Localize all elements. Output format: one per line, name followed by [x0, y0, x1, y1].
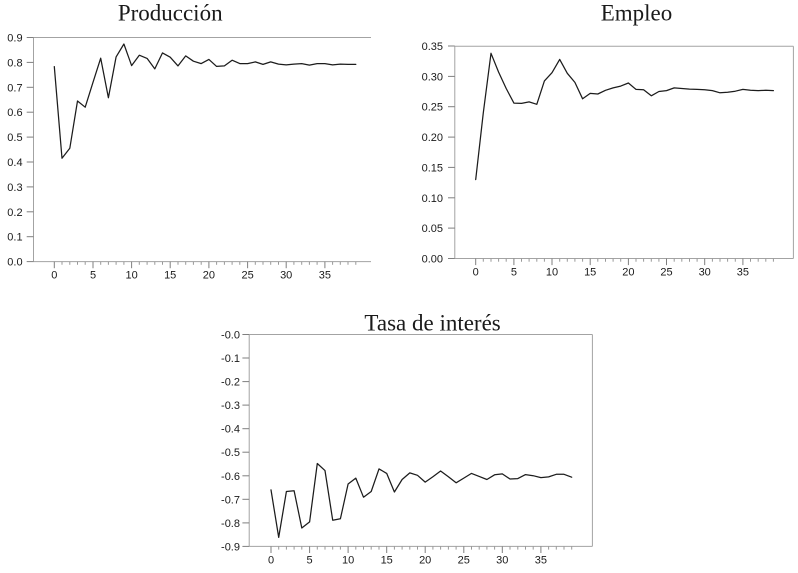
svg-text:Producción: Producción [118, 1, 223, 26]
svg-text:35: 35 [535, 554, 547, 566]
svg-text:-0.8: -0.8 [221, 518, 240, 530]
svg-text:0.30: 0.30 [422, 71, 443, 83]
svg-text:0.05: 0.05 [422, 223, 443, 235]
svg-text:-0.1: -0.1 [221, 353, 240, 365]
svg-text:10: 10 [125, 270, 137, 282]
svg-text:Empleo: Empleo [601, 1, 673, 26]
svg-text:0: 0 [268, 554, 274, 566]
svg-text:0.5: 0.5 [7, 132, 22, 144]
svg-text:0: 0 [473, 267, 479, 279]
svg-text:0: 0 [51, 270, 57, 282]
svg-text:0.9: 0.9 [7, 33, 22, 45]
svg-text:5: 5 [90, 270, 96, 282]
svg-text:-0.5: -0.5 [221, 447, 240, 459]
svg-text:35: 35 [319, 270, 331, 282]
svg-text:20: 20 [203, 270, 215, 282]
svg-text:0.3: 0.3 [7, 182, 22, 194]
svg-text:0.0: 0.0 [7, 257, 22, 269]
svg-text:30: 30 [699, 267, 711, 279]
svg-text:5: 5 [511, 267, 517, 279]
svg-text:-0.7: -0.7 [221, 494, 240, 506]
svg-text:0.35: 0.35 [422, 41, 443, 53]
svg-text:-0.6: -0.6 [221, 471, 240, 483]
svg-text:15: 15 [381, 554, 393, 566]
svg-text:5: 5 [307, 554, 313, 566]
svg-text:10: 10 [342, 554, 354, 566]
svg-text:25: 25 [241, 270, 253, 282]
svg-text:0.15: 0.15 [422, 162, 443, 174]
svg-text:0.2: 0.2 [7, 207, 22, 219]
svg-text:30: 30 [496, 554, 508, 566]
svg-text:10: 10 [546, 267, 558, 279]
svg-text:20: 20 [622, 267, 634, 279]
svg-text:0.25: 0.25 [422, 102, 443, 114]
svg-text:35: 35 [737, 267, 749, 279]
svg-text:25: 25 [660, 267, 672, 279]
svg-text:-0.9: -0.9 [221, 541, 240, 553]
svg-text:0.4: 0.4 [7, 157, 22, 169]
svg-text:-0.0: -0.0 [221, 330, 240, 342]
svg-text:15: 15 [164, 270, 176, 282]
svg-text:0.8: 0.8 [7, 57, 22, 69]
svg-text:0.7: 0.7 [7, 82, 22, 94]
svg-text:-0.4: -0.4 [221, 424, 240, 436]
svg-text:-0.3: -0.3 [221, 400, 240, 412]
svg-text:0.1: 0.1 [7, 232, 22, 244]
svg-text:0.00: 0.00 [422, 254, 443, 266]
svg-text:25: 25 [458, 554, 470, 566]
svg-text:15: 15 [584, 267, 596, 279]
svg-text:20: 20 [419, 554, 431, 566]
svg-text:0.20: 0.20 [422, 132, 443, 144]
svg-text:0.10: 0.10 [422, 193, 443, 205]
svg-text:0.6: 0.6 [7, 107, 22, 119]
svg-text:30: 30 [280, 270, 292, 282]
svg-text:Tasa de interés: Tasa de interés [364, 311, 500, 336]
svg-text:-0.2: -0.2 [221, 377, 240, 389]
